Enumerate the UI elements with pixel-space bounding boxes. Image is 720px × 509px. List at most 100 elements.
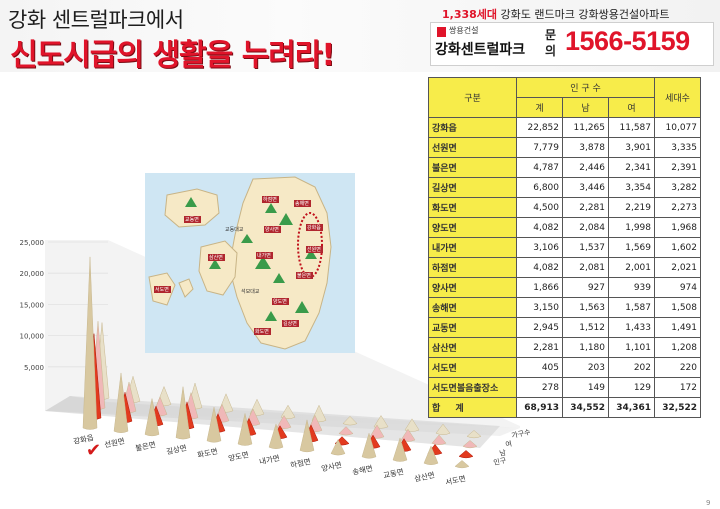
ad-contact-box: 쌍용건설 강화센트럴파크 문 의 1566-5159	[430, 22, 714, 66]
th-region: 구분	[428, 77, 517, 118]
cell-male: 34,552	[562, 397, 609, 418]
map-label: 교동면	[185, 216, 199, 223]
chart-bar	[462, 440, 478, 449]
cell-region: 길상면	[428, 177, 517, 198]
cell-female: 939	[608, 277, 655, 298]
table-row: 화도면 4,500 2,281 2,219 2,273	[428, 197, 701, 218]
th-male: 남	[562, 97, 609, 118]
map-label: 하점면	[263, 196, 277, 203]
cell-households: 10,077	[654, 117, 701, 138]
th-households: 세대수	[654, 77, 701, 118]
chart-bar	[361, 432, 377, 459]
cell-region: 서도면볼음출장소	[428, 377, 517, 398]
series-label: 남	[499, 448, 508, 458]
x-category-label: 삼산면	[413, 469, 435, 483]
cell-region: 선원면	[428, 137, 517, 158]
cell-region: 불은면	[428, 157, 517, 178]
cell-households: 1,602	[654, 237, 701, 258]
th-total: 계	[516, 97, 563, 118]
ganghwa-map: 교동면 삼산면 서도면 하점면 송해면 강화읍 선원면 불은면 교동대교 석모대교 양사면 내가면 양도…	[145, 173, 355, 357]
y-tick-label: 10,000	[20, 333, 45, 341]
cell-total: 1,866	[516, 277, 563, 298]
cell-total: 2,281	[516, 337, 563, 358]
ad-ask-label: 문 의	[545, 27, 556, 59]
cell-female: 1,587	[608, 297, 655, 318]
chart-bar	[404, 418, 420, 432]
check-icon: ✔	[86, 440, 101, 461]
cell-female: 1,433	[608, 317, 655, 338]
table-row: 불은면 4,787 2,446 2,341 2,391	[428, 157, 701, 178]
cell-households: 1,508	[654, 297, 701, 318]
cell-total: 4,082	[516, 257, 563, 278]
cell-total: 4,500	[516, 197, 563, 218]
table-row: 양사면 1,866 927 939 974	[428, 277, 701, 298]
table-row: 서도면볼음출장소 278 149 129 172	[428, 377, 701, 398]
chart-bar	[206, 407, 222, 443]
cell-region: 합 계	[428, 397, 517, 418]
cell-households: 1,208	[654, 337, 701, 358]
cell-total: 4,082	[516, 217, 563, 238]
cell-region: 양사면	[428, 277, 517, 298]
cell-male: 203	[562, 357, 609, 378]
headline-line1: 강화 센트럴파크에서	[8, 8, 184, 32]
table-row: 서도면 405 203 202 220	[428, 357, 701, 378]
x-category-label: 선원면	[103, 435, 125, 449]
cell-region: 하점면	[428, 257, 517, 278]
cell-households: 2,021	[654, 257, 701, 278]
cell-households: 220	[654, 357, 701, 378]
chart-bars	[82, 256, 482, 469]
x-category-label: 길상면	[165, 442, 187, 456]
x-category-label: 교동면	[382, 466, 404, 480]
map-label-bg	[208, 254, 225, 261]
chart-bar	[392, 437, 408, 462]
x-category-label: 양사면	[320, 459, 342, 473]
table-row: 하점면 4,082 2,081 2,001 2,021	[428, 257, 701, 278]
x-category-label: 양도면	[227, 449, 249, 463]
map-label: 선원면	[307, 246, 321, 253]
ad-topline: 1,338세대 강화도 랜드마크 강화쌍용건설아파트	[442, 6, 714, 22]
x-category-label: 강화읍	[72, 432, 94, 446]
cell-region: 강화읍	[428, 117, 517, 138]
map-label: 강화읍	[307, 224, 321, 231]
cell-male: 2,084	[562, 217, 609, 238]
x-category-label: 서도면	[444, 473, 466, 487]
cell-female: 3,354	[608, 177, 655, 198]
x-category-label: 화도면	[196, 446, 218, 460]
map-label: 내가면	[257, 252, 271, 259]
map-label: 불은면	[297, 272, 311, 279]
map-island-small	[178, 278, 194, 298]
chart-x-categories: 강화읍 선원면 불은면 길상면 화도면 양도면 내가면 하점면 양사면 송해면 교동면 삼산면 서도면	[72, 432, 466, 487]
cell-total: 6,800	[516, 177, 563, 198]
chart-bar	[338, 426, 354, 436]
map-label: 교동대교	[225, 226, 244, 233]
map-label-bg	[296, 272, 313, 279]
cell-region: 화도면	[428, 197, 517, 218]
cell-male: 2,446	[562, 157, 609, 178]
cell-male: 11,265	[562, 117, 609, 138]
cell-total: 2,945	[516, 317, 563, 338]
map-label-bg	[262, 196, 279, 203]
map-label: 양사면	[265, 226, 279, 233]
cell-female: 1,998	[608, 217, 655, 238]
chart-bar	[466, 430, 482, 439]
series-label: 인구	[493, 455, 508, 467]
ad-brand: 강화센트럴파크	[435, 42, 526, 58]
cell-total: 3,150	[516, 297, 563, 318]
table-row: 양도면 4,082 2,084 1,998 1,968	[428, 217, 701, 238]
y-tick-label: 5,000	[24, 364, 44, 372]
table-row: 삼산면 2,281 1,180 1,101 1,208	[428, 337, 701, 358]
table-row: 내가면 3,106 1,537 1,569 1,602	[428, 237, 701, 258]
y-tick-label: 20,000	[20, 270, 45, 278]
chart-bar	[113, 372, 129, 433]
map-label-bg	[256, 252, 273, 259]
cell-total: 68,913	[516, 397, 563, 418]
chart-bar	[82, 256, 98, 430]
cell-female: 2,219	[608, 197, 655, 218]
cell-total: 278	[516, 377, 563, 398]
y-tick-label: 15,000	[20, 301, 45, 309]
cell-female: 11,587	[608, 117, 655, 138]
cell-female: 34,361	[608, 397, 655, 418]
cell-male: 3,878	[562, 137, 609, 158]
